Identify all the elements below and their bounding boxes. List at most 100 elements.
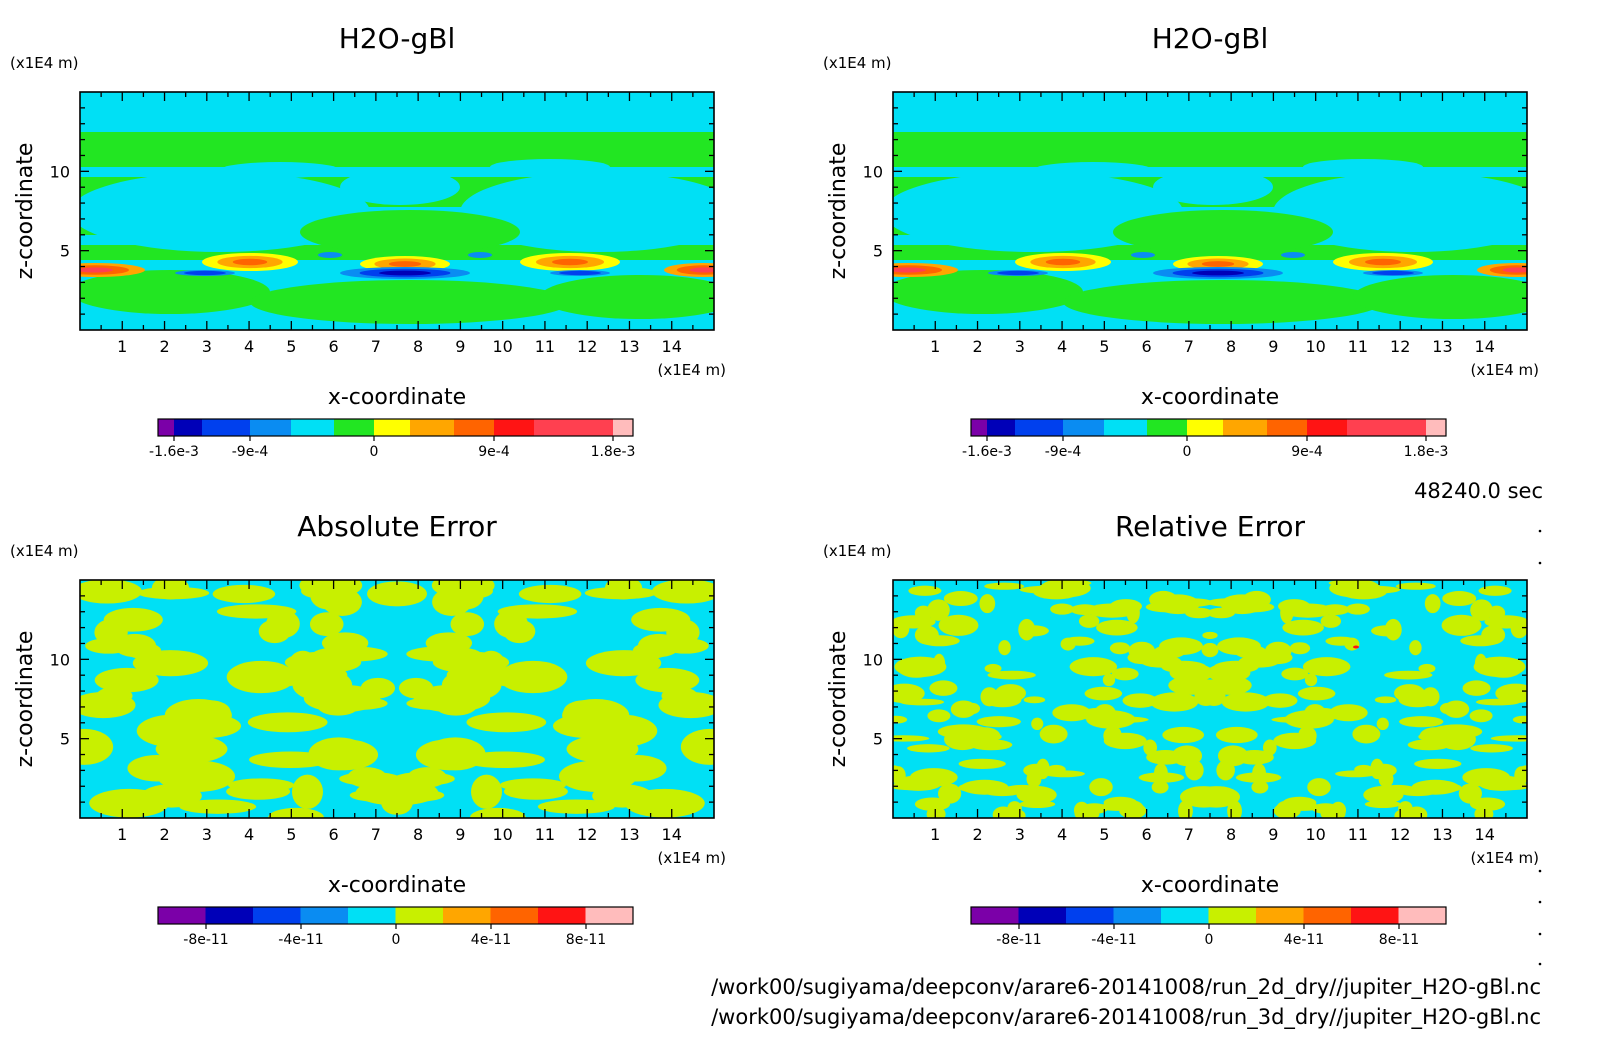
error-cell <box>1395 582 1436 590</box>
x-tick-label: 4 <box>244 825 254 844</box>
error-cell <box>927 599 950 621</box>
error-cell <box>1069 657 1118 677</box>
error-cell <box>1064 636 1095 646</box>
x-tick-label: 2 <box>159 337 169 356</box>
error-cell <box>1429 783 1462 793</box>
field-blob-5 <box>250 280 570 324</box>
x-tick-label: 9 <box>455 825 465 844</box>
error-cell <box>321 632 369 654</box>
colorbar-swatch <box>1147 419 1187 436</box>
colorbar-label: 8e-11 <box>566 932 606 948</box>
error-cell <box>462 751 545 769</box>
field-blob-3 <box>300 210 520 254</box>
error-cell <box>1345 603 1370 615</box>
error-cell <box>1325 636 1356 646</box>
colorbar-swatch <box>1161 907 1209 924</box>
x-tick-label: 4 <box>244 337 254 356</box>
error-cell <box>1016 786 1057 804</box>
field-blob-3 <box>1113 210 1333 254</box>
error-cell <box>466 712 547 733</box>
error-cell <box>258 619 291 644</box>
x-tick-label: 6 <box>329 337 339 356</box>
error-cell <box>585 650 662 677</box>
error-cell <box>979 594 996 614</box>
x-tick-label: 13 <box>619 825 639 844</box>
error-cell <box>1329 580 1381 598</box>
colorbar-swatch <box>987 419 1015 436</box>
colorbar-label: 0 <box>392 932 401 948</box>
warm-anomaly-4-2 <box>1502 267 1527 273</box>
error-cell <box>450 612 485 637</box>
error-cell <box>1234 645 1267 659</box>
error-cell <box>1216 760 1235 781</box>
cold-anomaly-1-1 <box>997 270 1039 276</box>
y-tick-label: 10 <box>50 162 70 181</box>
error-cell <box>1192 679 1233 695</box>
error-cell <box>1378 770 1394 788</box>
colorbar-swatch <box>158 419 174 436</box>
error-cell <box>1384 670 1433 680</box>
x-tick-label: 13 <box>1432 825 1452 844</box>
error-cell <box>635 667 700 693</box>
field-blob-0 <box>893 172 1183 252</box>
error-cell <box>984 663 1002 674</box>
colorbar: -8e-11 -4e-11 0 4e-11 8e-11 <box>157 906 634 948</box>
error-cell <box>1414 758 1462 769</box>
x-tick-label: 7 <box>371 825 381 844</box>
error-cell <box>893 735 930 742</box>
x-tick-label: 1 <box>117 825 127 844</box>
error-cell <box>228 778 295 792</box>
y-axis-label: z-coordinate <box>826 631 851 768</box>
error-cell <box>470 807 526 818</box>
error-cell <box>503 619 536 644</box>
colorbar-swatch <box>1208 907 1256 924</box>
error-cell <box>1421 687 1440 707</box>
error-cell <box>476 650 506 681</box>
colorbar-swatch <box>1303 907 1351 924</box>
warm-anomaly-3-2 <box>893 267 926 273</box>
error-cell <box>1289 642 1311 655</box>
colorbar-swatch <box>291 419 334 436</box>
y-axis-label: z-coordinate <box>13 143 38 280</box>
colorbar-label: 0 <box>1183 444 1192 460</box>
error-cell <box>1374 696 1397 704</box>
x-tick-label: 5 <box>286 825 296 844</box>
field-blob-0 <box>80 172 370 252</box>
panel-title: Relative Error <box>1115 510 1306 543</box>
colorbar-swatch <box>971 419 987 436</box>
y-unit-label: (x1E4 m) <box>10 542 79 560</box>
field-band-1 <box>80 132 714 167</box>
x-unit-label: (x1E4 m) <box>657 849 726 867</box>
error-cell <box>992 806 1014 818</box>
error-cell <box>1202 631 1218 639</box>
error-cell <box>1300 726 1317 745</box>
error-cell <box>1477 775 1526 791</box>
error-cell <box>1441 614 1482 636</box>
error-cell <box>1125 800 1145 818</box>
error-cell <box>980 687 999 707</box>
x-tick-label: 2 <box>972 337 982 356</box>
colorbar-swatch <box>1351 907 1399 924</box>
error-cell <box>1206 786 1235 802</box>
error-cell <box>1282 619 1324 636</box>
colorbar: -1.6e-3 -9e-4 0 9e-4 1.8e-3 <box>962 418 1448 460</box>
colorbar-swatch <box>1347 419 1426 436</box>
colorbar-label: 9e-4 <box>1291 444 1323 460</box>
error-cell <box>927 709 951 723</box>
cold-anomaly-4-0 <box>468 252 492 258</box>
colorbar-swatch <box>205 907 253 924</box>
x-tick-label: 3 <box>202 825 212 844</box>
error-cell <box>1018 625 1049 637</box>
error-cell <box>680 728 714 765</box>
error-cell <box>1084 686 1123 701</box>
error-cell <box>1026 770 1042 788</box>
x-tick-label: 4 <box>1057 825 1067 844</box>
panel-title: Absolute Error <box>297 510 497 543</box>
colorbar-swatch <box>443 907 491 924</box>
warm-anomaly-1-2 <box>1201 261 1235 267</box>
error-cell <box>332 697 388 710</box>
colorbar-label: -1.6e-3 <box>962 444 1012 460</box>
cold-anomaly-0-2 <box>1192 270 1244 276</box>
error-cell <box>907 744 950 753</box>
panel-3: Absolute Error(x1E4 m)1 2 3 4 5 6 7 8 9 10 11 12 13 1… <box>10 510 726 948</box>
